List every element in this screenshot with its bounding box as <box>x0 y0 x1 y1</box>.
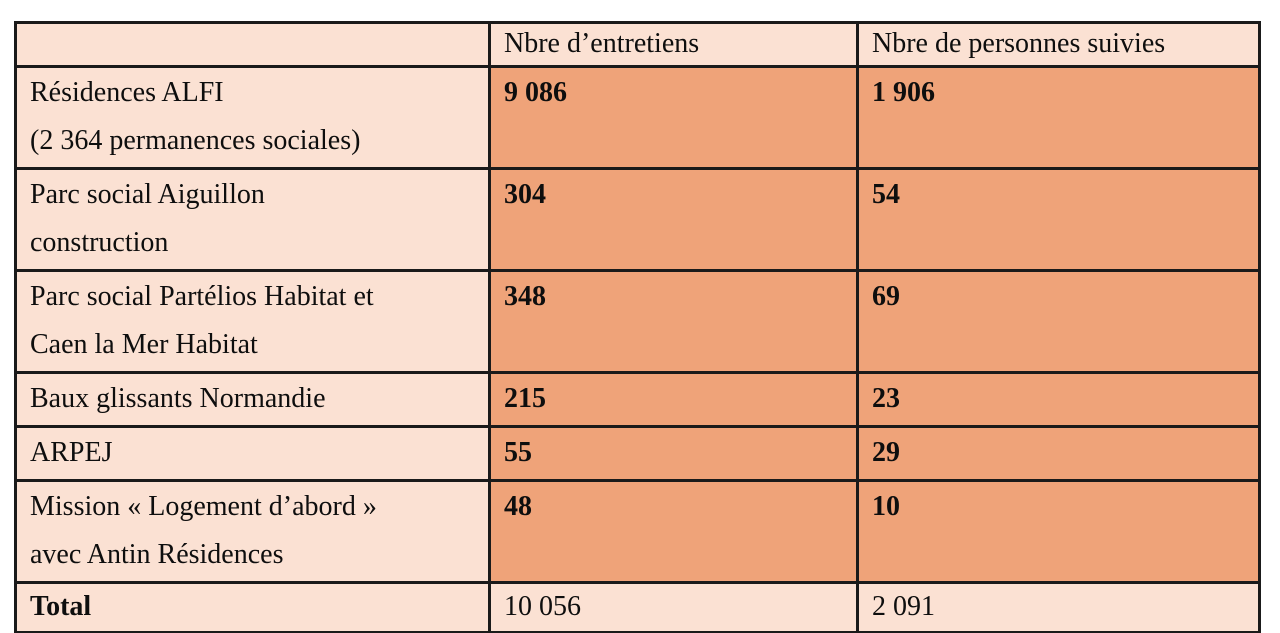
row-label-cell: Parc social Aiguillon construction <box>14 167 491 272</box>
stats-table: Nbre d’entretiens Nbre de personnes suiv… <box>14 21 1261 633</box>
table-row-baux-glissants: Baux glissants Normandie 215 23 <box>14 371 1261 428</box>
entretiens-cell: 48 <box>488 479 859 584</box>
table-row-aiguillon: Parc social Aiguillon construction 304 5… <box>14 167 1261 272</box>
entretiens-cell: 304 <box>488 167 859 272</box>
table-row-total: Total 10 056 2 091 <box>14 581 1261 633</box>
personnes-cell: 29 <box>856 425 1261 482</box>
table-row-arpej: ARPEJ 55 29 <box>14 425 1261 482</box>
personnes-cell: 23 <box>856 371 1261 428</box>
row-label-cell: ARPEJ <box>14 425 491 482</box>
entretiens-cell: 215 <box>488 371 859 428</box>
col-header-personnes: Nbre de personnes suivies <box>856 21 1261 68</box>
col-header-empty <box>14 21 491 68</box>
table-row-residences-alfi: Résidences ALFI (2 364 permanences socia… <box>14 65 1261 170</box>
row-label-cell: Résidences ALFI (2 364 permanences socia… <box>14 65 491 170</box>
personnes-cell: 69 <box>856 269 1261 374</box>
total-label-cell: Total <box>14 581 491 633</box>
row-label-cell: Parc social Partélios Habitat et Caen la… <box>14 269 491 374</box>
col-header-entretiens: Nbre d’entretiens <box>488 21 859 68</box>
row-label-cell: Baux glissants Normandie <box>14 371 491 428</box>
total-entretiens-cell: 10 056 <box>488 581 859 633</box>
entretiens-cell: 55 <box>488 425 859 482</box>
table-row-mission-logement: Mission « Logement d’abord » avec Antin … <box>14 479 1261 584</box>
row-label-cell: Mission « Logement d’abord » avec Antin … <box>14 479 491 584</box>
total-personnes-cell: 2 091 <box>856 581 1261 633</box>
personnes-cell: 1 906 <box>856 65 1261 170</box>
personnes-cell: 10 <box>856 479 1261 584</box>
entretiens-cell: 348 <box>488 269 859 374</box>
header-row: Nbre d’entretiens Nbre de personnes suiv… <box>14 21 1261 68</box>
personnes-cell: 54 <box>856 167 1261 272</box>
entretiens-cell: 9 086 <box>488 65 859 170</box>
table-row-partelios: Parc social Partélios Habitat et Caen la… <box>14 269 1261 374</box>
